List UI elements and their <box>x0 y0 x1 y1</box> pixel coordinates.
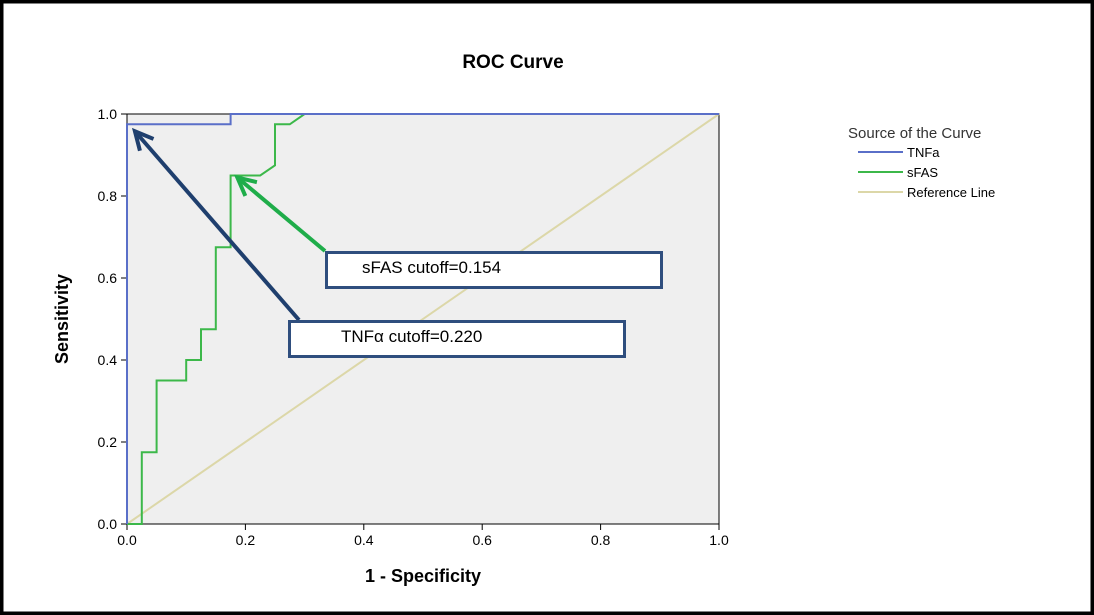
x-axis-ticks: 0.0 0.2 0.4 0.6 0.8 1.0 <box>117 524 729 548</box>
chart-title: ROC Curve <box>462 52 563 73</box>
tnfa-curve <box>126 113 719 524</box>
y-tick-label: 1.0 <box>98 106 118 122</box>
y-tick-label: 0.6 <box>98 270 118 286</box>
tnfa-cutoff-arrow <box>131 127 301 322</box>
x-tick-label: 1.0 <box>709 532 729 548</box>
x-tick-label: 0.0 <box>117 532 137 548</box>
x-tick-label: 0.2 <box>236 532 256 548</box>
y-tick-label: 0.2 <box>98 434 118 450</box>
y-tick-label: 0.4 <box>98 352 118 368</box>
sfas-cutoff-box: sFAS cutoff=0.154 <box>325 251 663 289</box>
x-axis-label: 1 - Specificity <box>365 566 481 586</box>
legend: TNFa sFAS Reference Line <box>858 145 995 200</box>
legend-label-tnfa: TNFa <box>907 145 940 160</box>
legend-label-reference-line: Reference Line <box>907 185 995 200</box>
legend-title: Source of the Curve <box>848 125 981 142</box>
tnfa-cutoff-box: TNFα cutoff=0.220 <box>288 320 626 358</box>
y-axis-ticks: 0.0 0.2 0.4 0.6 0.8 1.0 <box>98 106 127 532</box>
tnfa-cutoff-label: TNFα cutoff=0.220 <box>341 327 483 346</box>
x-tick-label: 0.8 <box>591 532 611 548</box>
x-tick-label: 0.4 <box>354 532 374 548</box>
annotation-arrows <box>131 127 327 322</box>
reference-line-curve <box>126 113 720 525</box>
y-tick-label: 0.8 <box>98 188 118 204</box>
sfas-curve <box>127 113 719 525</box>
legend-label-sfas: sFAS <box>907 165 938 180</box>
sfas-cutoff-label: sFAS cutoff=0.154 <box>362 258 502 277</box>
y-tick-label: 0.0 <box>98 516 118 532</box>
sfas-cutoff-arrow <box>233 174 327 253</box>
x-tick-label: 0.6 <box>472 532 492 548</box>
y-axis-label: Sensitivity <box>52 274 72 364</box>
series-layer <box>126 113 720 525</box>
